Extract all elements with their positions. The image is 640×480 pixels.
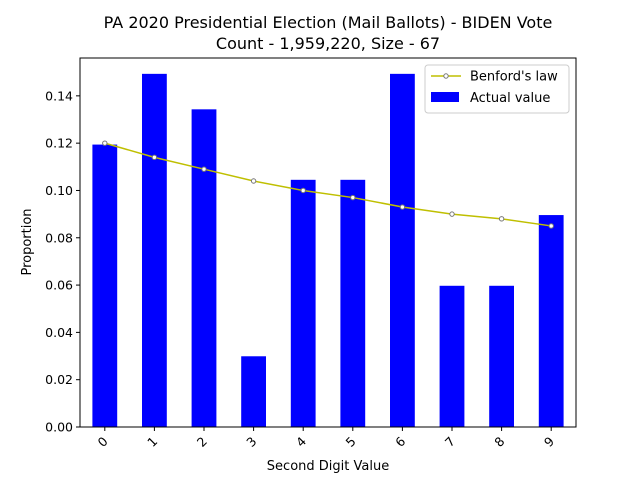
legend-line-marker <box>443 73 449 79</box>
y-tick-label: 0.00 <box>45 420 73 435</box>
bar-6 <box>390 73 415 427</box>
legend-bar-swatch <box>431 92 459 102</box>
benford-point-0 <box>102 140 108 146</box>
y-tick-label: 0.06 <box>45 278 73 293</box>
legend: Benford's law Actual value <box>424 64 570 114</box>
bar-7 <box>439 285 465 427</box>
x-tick-label: 6 <box>392 434 408 450</box>
legend-box <box>424 64 570 114</box>
x-tick-label: 5 <box>343 434 359 450</box>
bar-5 <box>340 179 366 427</box>
y-tick-label: 0.02 <box>45 372 73 387</box>
benford-point-4 <box>300 187 306 194</box>
x-tick-label: 0 <box>95 434 111 450</box>
chart-subtitle: Count - 1,959,220, Size - 67 <box>216 34 440 53</box>
x-tick-label: 7 <box>442 434 458 450</box>
legend-label-benford: Benford's law <box>470 70 558 85</box>
benford-line <box>104 142 552 227</box>
x-tick-label: 8 <box>491 434 507 450</box>
y-tick-label: 0.08 <box>45 230 73 245</box>
x-tick-label: 4 <box>293 434 309 450</box>
y-axis: 0.00 0.02 0.04 0.06 0.08 0.10 0.12 0.14 <box>45 88 80 435</box>
bar-9 <box>538 215 564 427</box>
benford-point-5 <box>350 194 356 201</box>
y-tick-label: 0.12 <box>45 136 73 151</box>
x-axis: 0 1 2 3 4 5 6 7 8 9 <box>95 427 557 450</box>
y-axis-label: Proportion <box>20 208 35 275</box>
bar-0 <box>92 144 118 428</box>
benford-point-2 <box>201 166 207 172</box>
x-tick-label: 1 <box>144 434 160 450</box>
bar-1 <box>142 73 167 427</box>
benford-point-8 <box>498 216 505 222</box>
benford-point-9 <box>548 223 554 229</box>
y-tick-label: 0.04 <box>45 325 73 340</box>
x-tick-label: 2 <box>194 434 210 450</box>
bars-layer <box>92 73 564 428</box>
legend-label-actual: Actual value <box>470 91 550 106</box>
chart-title: PA 2020 Presidential Election (Mail Ball… <box>104 13 553 32</box>
x-tick-label: 3 <box>243 434 259 450</box>
bar-2 <box>191 109 217 427</box>
bar-3 <box>241 356 266 427</box>
bar-8 <box>489 285 514 427</box>
benford-point-3 <box>250 178 257 184</box>
x-tick-label: 9 <box>541 434 557 450</box>
benford-point-1 <box>151 154 158 161</box>
x-axis-label: Second Digit Value <box>267 459 389 474</box>
plot-frame <box>79 57 577 428</box>
benford-point-6 <box>399 204 406 210</box>
benford-line-layer <box>102 140 554 229</box>
bar-4 <box>290 179 316 427</box>
y-tick-label: 0.10 <box>45 183 73 198</box>
y-tick-label: 0.14 <box>45 88 73 103</box>
benford-point-7 <box>449 211 455 217</box>
